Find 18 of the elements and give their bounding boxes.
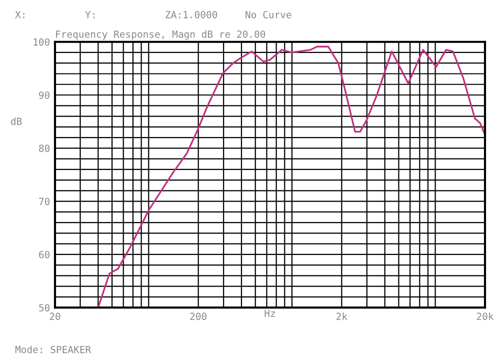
x-tick-label: 20 [50, 312, 60, 320]
text: X: [15, 11, 24, 18]
text: Mode: SPEAKER [15, 346, 92, 354]
x-tick-label: 2k [336, 312, 348, 320]
x-tick-label: 200 [190, 312, 206, 320]
y-tick-label: 100 [34, 38, 50, 46]
text: No Curve [246, 10, 292, 18]
y-axis-title: dB [11, 117, 22, 126]
text: Y: [85, 11, 94, 18]
y-tick-label: 70 [39, 198, 50, 206]
y-tick-label: 60 [39, 250, 50, 258]
x-axis-title: Hz [264, 310, 275, 317]
y-tick-label: 50 [39, 304, 50, 312]
text: ZA:1.0000 [166, 10, 218, 18]
chart-title: Frequency Response, Magn dB re 20.00 [56, 30, 266, 40]
y-tick-label: 80 [39, 144, 50, 152]
x-tick-label: 20k [476, 312, 494, 320]
y-tick-label: 90 [39, 92, 50, 99]
